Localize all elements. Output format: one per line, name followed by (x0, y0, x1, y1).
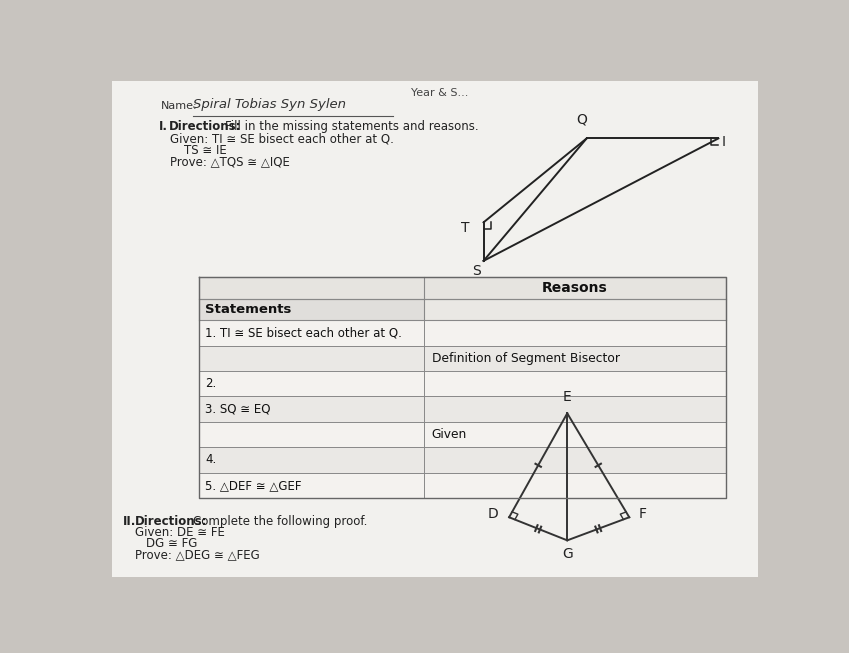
Text: DG ≅ FG: DG ≅ FG (146, 537, 198, 550)
Text: Statements: Statements (205, 303, 292, 316)
Bar (200, 345, 726, 371)
Text: Q: Q (576, 112, 588, 126)
Bar (200, 320, 726, 345)
Text: 4.: 4. (205, 453, 216, 466)
Bar (200, 277, 726, 298)
Text: Reasons: Reasons (543, 281, 608, 295)
Text: Prove: △TQS ≅ △IQE: Prove: △TQS ≅ △IQE (170, 155, 290, 168)
Bar (200, 422, 726, 447)
Text: 3. SQ ≅ EQ: 3. SQ ≅ EQ (205, 403, 271, 415)
Text: Given: TI ≅ SE bisect each other at Q.: Given: TI ≅ SE bisect each other at Q. (170, 133, 394, 145)
Text: Name:: Name: (160, 101, 197, 112)
Text: 5. △DEF ≅ △GEF: 5. △DEF ≅ △GEF (205, 479, 302, 492)
Bar (200, 473, 726, 498)
Text: II.: II. (123, 515, 137, 528)
Text: I.: I. (159, 120, 168, 133)
Text: Fill in the missing statements and reasons.: Fill in the missing statements and reaso… (225, 120, 478, 133)
Text: 1. TI ≅ SE bisect each other at Q.: 1. TI ≅ SE bisect each other at Q. (205, 326, 402, 340)
Text: T: T (461, 221, 469, 235)
Bar (424, 298, 726, 320)
Text: Definition of Segment Bisector: Definition of Segment Bisector (431, 352, 620, 365)
Text: Given: DE ≅ FE: Given: DE ≅ FE (135, 526, 225, 539)
Text: E: E (563, 390, 571, 404)
Text: Prove: △DEG ≅ △FEG: Prove: △DEG ≅ △FEG (135, 548, 260, 561)
Bar (200, 396, 726, 422)
Bar (200, 298, 424, 320)
Text: S: S (472, 264, 481, 278)
Text: D: D (487, 507, 498, 521)
Text: Complete the following proof.: Complete the following proof. (193, 515, 368, 528)
Text: Year & S...: Year & S... (411, 88, 468, 97)
Text: Directions:: Directions: (169, 120, 241, 133)
Text: TS ≅ IE: TS ≅ IE (183, 144, 227, 157)
Text: G: G (562, 547, 572, 560)
Text: 2.: 2. (205, 377, 216, 390)
Bar (200, 447, 726, 473)
Text: I: I (722, 135, 726, 150)
Bar (200, 371, 726, 396)
Text: F: F (638, 507, 647, 521)
Text: Given: Given (431, 428, 467, 441)
Text: Directions:: Directions: (135, 515, 207, 528)
Text: Spiral Tobias Syn Sylen: Spiral Tobias Syn Sylen (193, 99, 346, 112)
